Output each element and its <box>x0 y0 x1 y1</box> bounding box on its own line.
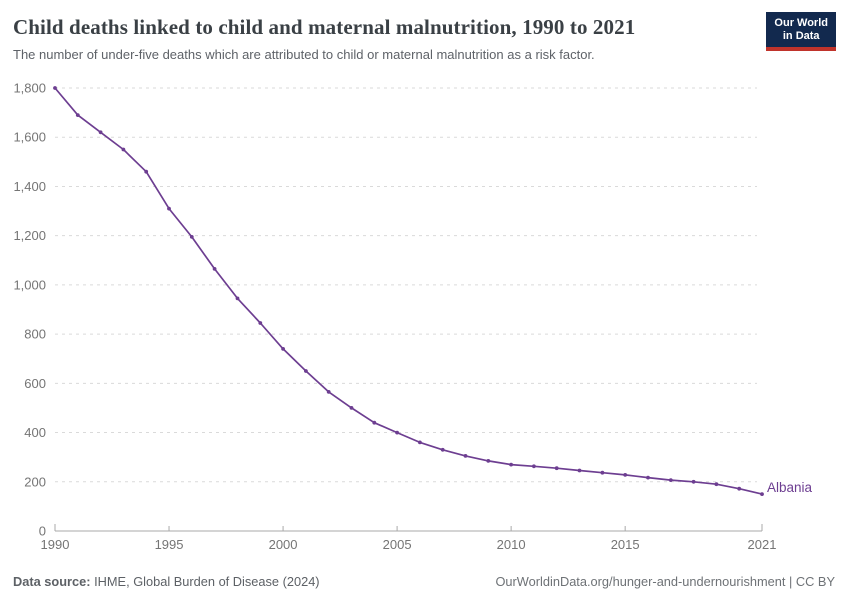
svg-text:400: 400 <box>24 425 46 440</box>
data-source-note: Data source: IHME, Global Burden of Dise… <box>13 574 320 589</box>
svg-text:2015: 2015 <box>611 537 640 552</box>
svg-text:1995: 1995 <box>155 537 184 552</box>
page-title: Child deaths linked to child and materna… <box>13 15 636 39</box>
data-source-value: IHME, Global Burden of Disease (2024) <box>94 574 320 589</box>
svg-text:800: 800 <box>24 327 46 342</box>
svg-text:0: 0 <box>39 524 46 539</box>
owid-logo-line1: Our World <box>774 17 828 29</box>
svg-text:1990: 1990 <box>41 537 70 552</box>
attribution-link[interactable]: OurWorldinData.org/hunger-and-undernouri… <box>495 574 835 589</box>
owid-logo-line2: in Data <box>782 30 820 43</box>
svg-text:1,200: 1,200 <box>13 228 46 243</box>
data-source-label: Data source: <box>13 574 91 589</box>
svg-text:2021: 2021 <box>748 537 777 552</box>
chart-footer: Data source: IHME, Global Burden of Dise… <box>13 574 835 589</box>
svg-text:1,800: 1,800 <box>13 81 46 96</box>
owid-logo: Our World in Data <box>766 12 836 52</box>
svg-text:200: 200 <box>24 474 46 489</box>
chart-subtitle: The number of under-five deaths which ar… <box>13 47 595 63</box>
svg-text:1,600: 1,600 <box>13 130 46 145</box>
svg-text:1,000: 1,000 <box>13 277 46 292</box>
svg-text:2010: 2010 <box>497 537 526 552</box>
chart-header: Child deaths linked to child and materna… <box>0 0 850 64</box>
series-label-albania[interactable]: Albania <box>767 480 813 495</box>
svg-text:2000: 2000 <box>269 537 298 552</box>
svg-text:600: 600 <box>24 376 46 391</box>
svg-text:2005: 2005 <box>383 537 412 552</box>
svg-text:1,400: 1,400 <box>13 179 46 194</box>
